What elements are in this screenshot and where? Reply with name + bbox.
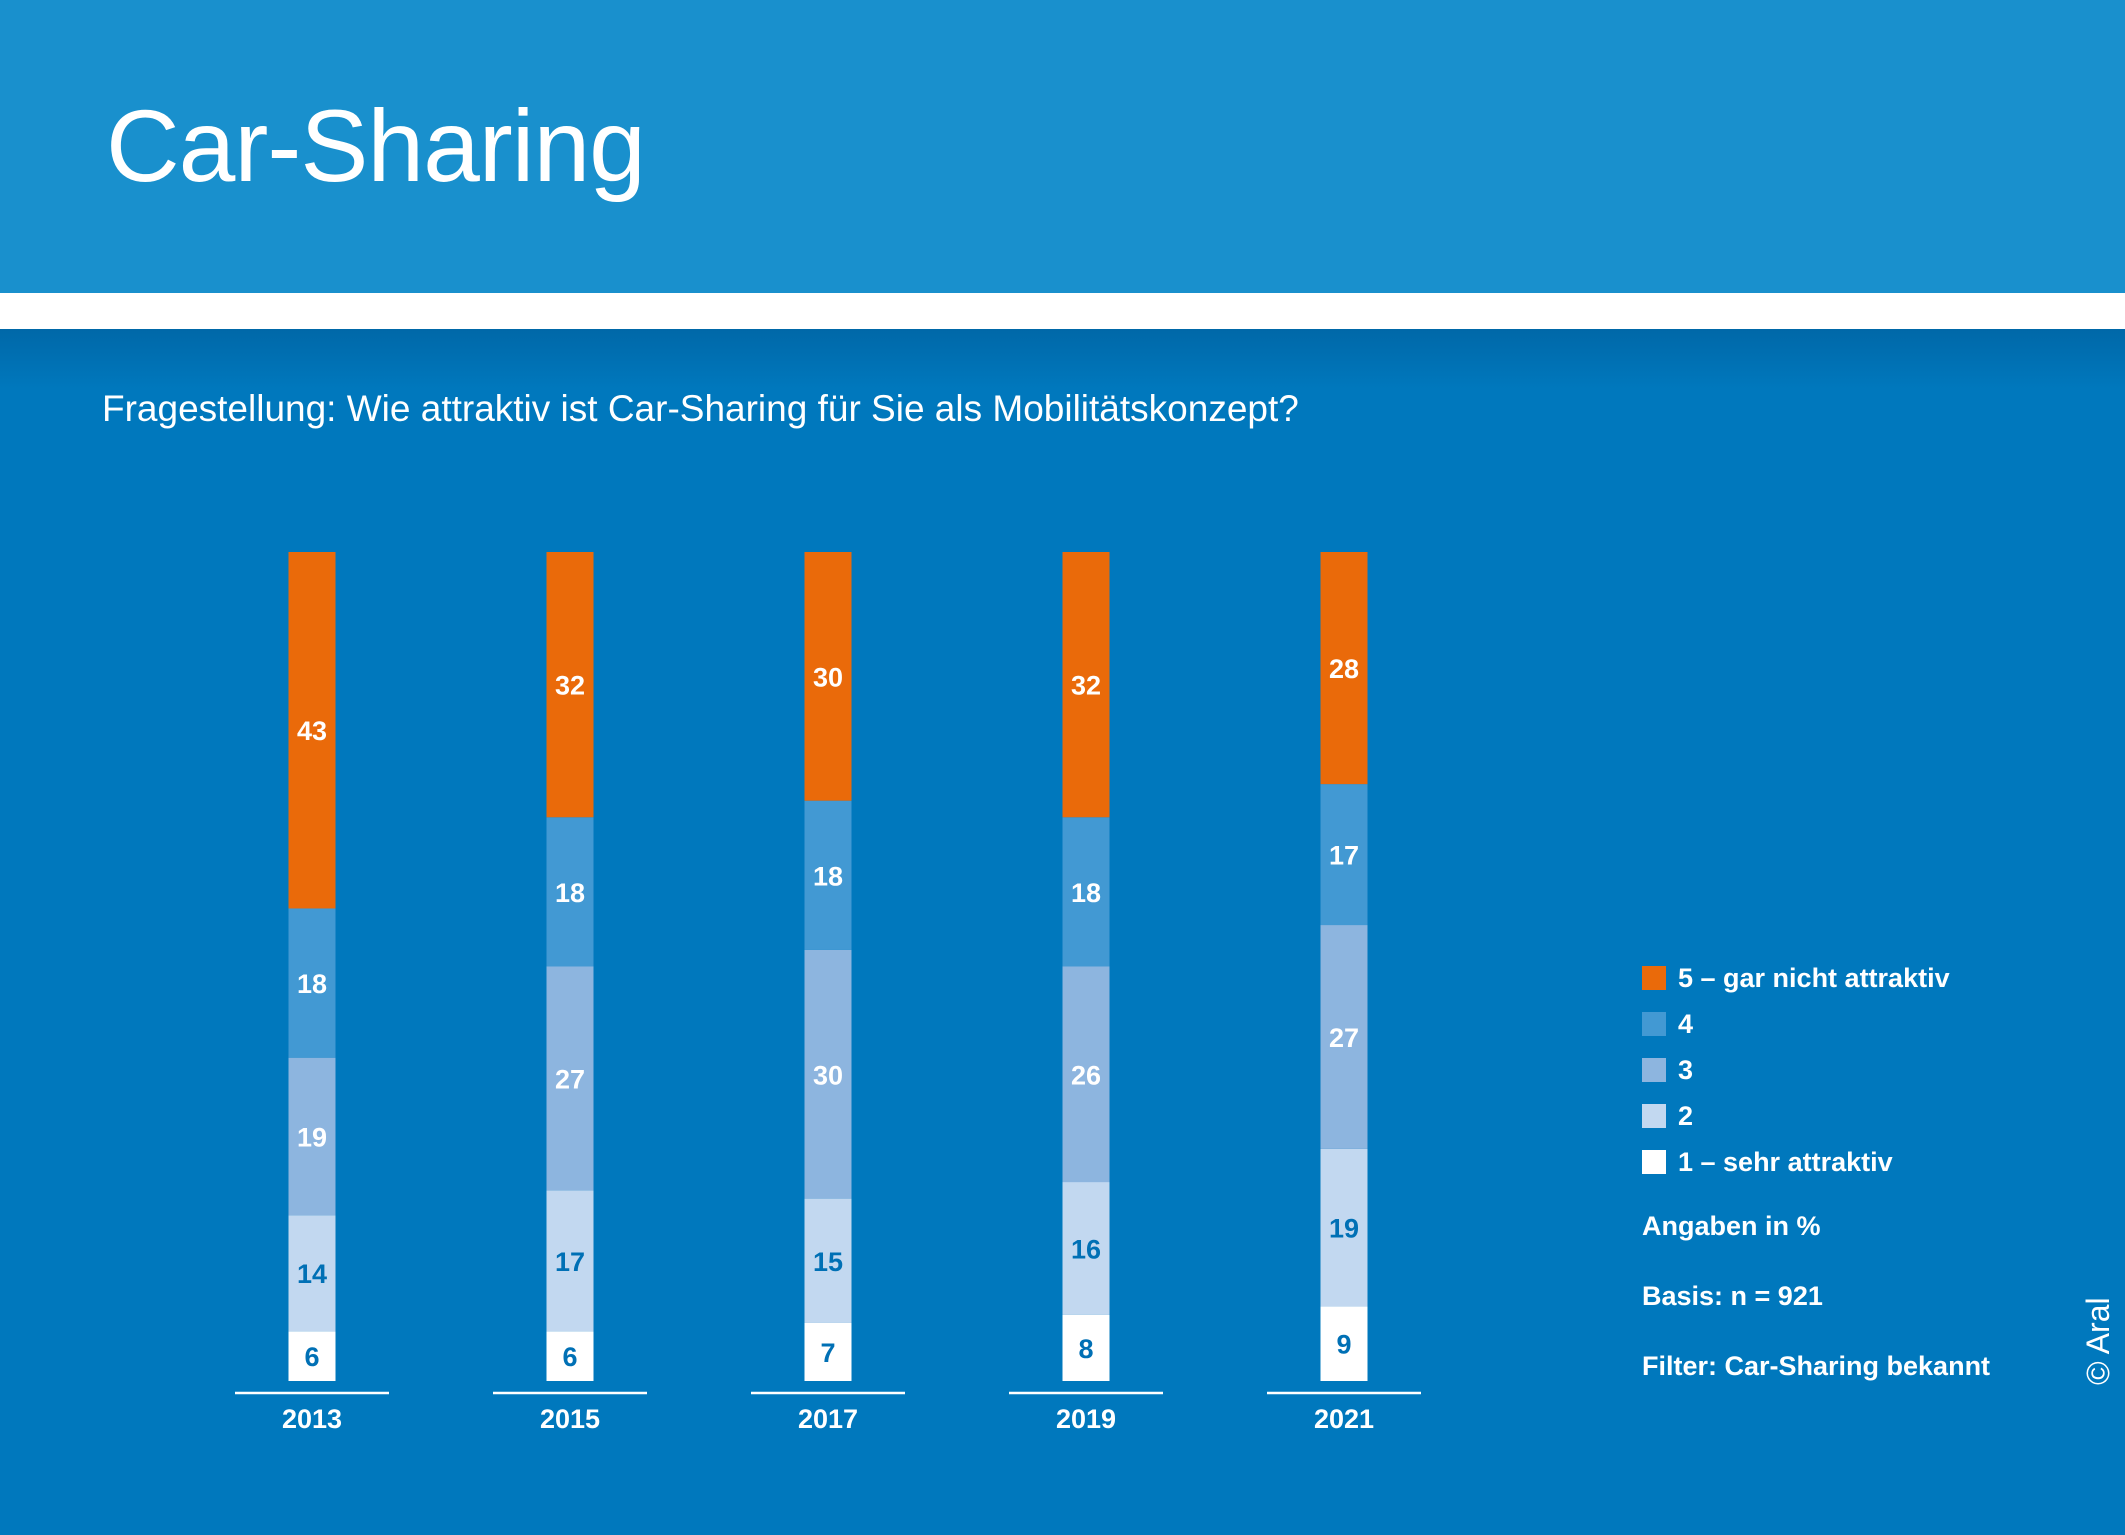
data-label-2019-1: 8 bbox=[1078, 1334, 1093, 1364]
bar-segment-2017-2 bbox=[804, 1198, 852, 1323]
bar-segment-2015-5 bbox=[546, 552, 594, 818]
divider-stripe bbox=[0, 293, 2125, 329]
legend-label-3: 3 bbox=[1678, 1054, 1694, 1085]
legend-swatch-4 bbox=[1642, 1012, 1666, 1036]
x-tick-label-2017: 2017 bbox=[798, 1404, 858, 1434]
bar-segment-2019-3 bbox=[1062, 966, 1110, 1183]
bar-segment-2013-2 bbox=[288, 1215, 336, 1332]
bar-segment-2017-1 bbox=[804, 1322, 852, 1381]
header-band: Car-Sharing bbox=[0, 0, 2125, 293]
data-label-2017-4: 18 bbox=[813, 861, 843, 891]
data-label-2013-3: 19 bbox=[297, 1122, 327, 1152]
x-tick-label-2021: 2021 bbox=[1314, 1404, 1374, 1434]
bar-segment-2015-1 bbox=[546, 1331, 594, 1381]
legend-swatch-3 bbox=[1642, 1058, 1666, 1082]
bar-segment-2015-4 bbox=[546, 817, 594, 967]
bar-segment-2021-4 bbox=[1320, 784, 1368, 926]
legend-swatch-5 bbox=[1642, 966, 1666, 990]
bar-segment-2017-4 bbox=[804, 800, 852, 950]
x-tick-label-2013: 2013 bbox=[282, 1404, 342, 1434]
data-label-2017-2: 15 bbox=[813, 1247, 843, 1277]
data-label-2015-2: 17 bbox=[555, 1247, 585, 1277]
data-label-2013-4: 18 bbox=[297, 969, 327, 999]
legend-item-5: 5 – gar nicht attraktiv bbox=[1642, 955, 1990, 1001]
data-label-2019-3: 26 bbox=[1071, 1060, 1101, 1090]
data-label-2015-3: 27 bbox=[555, 1064, 585, 1094]
legend-item-4: 4 bbox=[1642, 1001, 1990, 1047]
data-label-2021-4: 17 bbox=[1329, 841, 1359, 871]
data-label-2019-4: 18 bbox=[1071, 878, 1101, 908]
legend-swatch-1 bbox=[1642, 1150, 1666, 1174]
bar-segment-2013-5 bbox=[288, 552, 336, 909]
legend: 5 – gar nicht attraktiv 4 3 2 1 – sehr a… bbox=[1642, 955, 1990, 1389]
bar-segment-2017-5 bbox=[804, 552, 852, 801]
data-label-2013-2: 14 bbox=[297, 1259, 327, 1289]
bar-segment-2015-3 bbox=[546, 966, 594, 1191]
data-label-2021-1: 9 bbox=[1336, 1330, 1351, 1360]
legend-item-1: 1 – sehr attraktiv bbox=[1642, 1139, 1990, 1185]
data-label-2019-5: 32 bbox=[1071, 671, 1101, 701]
question-text: Fragestellung: Wie attraktiv ist Car-Sha… bbox=[102, 388, 1299, 429]
bar-segment-2013-1 bbox=[288, 1331, 336, 1381]
data-label-2021-5: 28 bbox=[1329, 654, 1359, 684]
bar-segment-2021-5 bbox=[1320, 552, 1368, 785]
note-basis: Basis: n = 921 bbox=[1642, 1281, 1823, 1311]
bar-segment-2017-3 bbox=[804, 949, 852, 1199]
bar-segment-2015-2 bbox=[546, 1190, 594, 1332]
bar-segment-2019-1 bbox=[1062, 1314, 1110, 1381]
data-label-2013-1: 6 bbox=[304, 1342, 319, 1372]
bar-segment-2021-2 bbox=[1320, 1148, 1368, 1307]
data-label-2017-1: 7 bbox=[820, 1338, 835, 1368]
bar-segment-2019-2 bbox=[1062, 1182, 1110, 1315]
note-filter: Filter: Car-Sharing bekannt bbox=[1642, 1351, 1991, 1381]
legend-item-3: 3 bbox=[1642, 1047, 1990, 1093]
bar-segment-2019-5 bbox=[1062, 552, 1110, 818]
legend-label-4: 4 bbox=[1678, 1008, 1694, 1039]
copyright-text: © Aral bbox=[2080, 1297, 2116, 1385]
legend-swatch-2 bbox=[1642, 1104, 1666, 1128]
data-label-2017-5: 30 bbox=[813, 662, 843, 692]
bar-segment-2021-3 bbox=[1320, 925, 1368, 1149]
data-label-2015-1: 6 bbox=[562, 1342, 577, 1372]
bar-segment-2013-4 bbox=[288, 908, 336, 1058]
data-label-2021-2: 19 bbox=[1329, 1214, 1359, 1244]
x-tick-label-2019: 2019 bbox=[1056, 1404, 1116, 1434]
data-label-2019-2: 16 bbox=[1071, 1234, 1101, 1264]
data-label-2015-5: 32 bbox=[555, 671, 585, 701]
data-label-2021-3: 27 bbox=[1329, 1023, 1359, 1053]
bar-segment-2019-4 bbox=[1062, 817, 1110, 967]
legend-label-2: 2 bbox=[1678, 1100, 1694, 1131]
page-title: Car-Sharing bbox=[106, 89, 646, 203]
bar-segment-2013-3 bbox=[288, 1057, 336, 1216]
legend-label-5: 5 – gar nicht attraktiv bbox=[1678, 962, 1950, 993]
data-label-2013-5: 43 bbox=[297, 716, 327, 746]
x-tick-label-2015: 2015 bbox=[540, 1404, 600, 1434]
data-label-2017-3: 30 bbox=[813, 1060, 843, 1090]
legend-label-1: 1 – sehr attraktiv bbox=[1678, 1146, 1893, 1177]
bar-segment-2021-1 bbox=[1320, 1306, 1368, 1381]
legend-item-2: 2 bbox=[1642, 1093, 1990, 1139]
note-unit: Angaben in % bbox=[1642, 1211, 1821, 1241]
data-label-2015-4: 18 bbox=[555, 878, 585, 908]
